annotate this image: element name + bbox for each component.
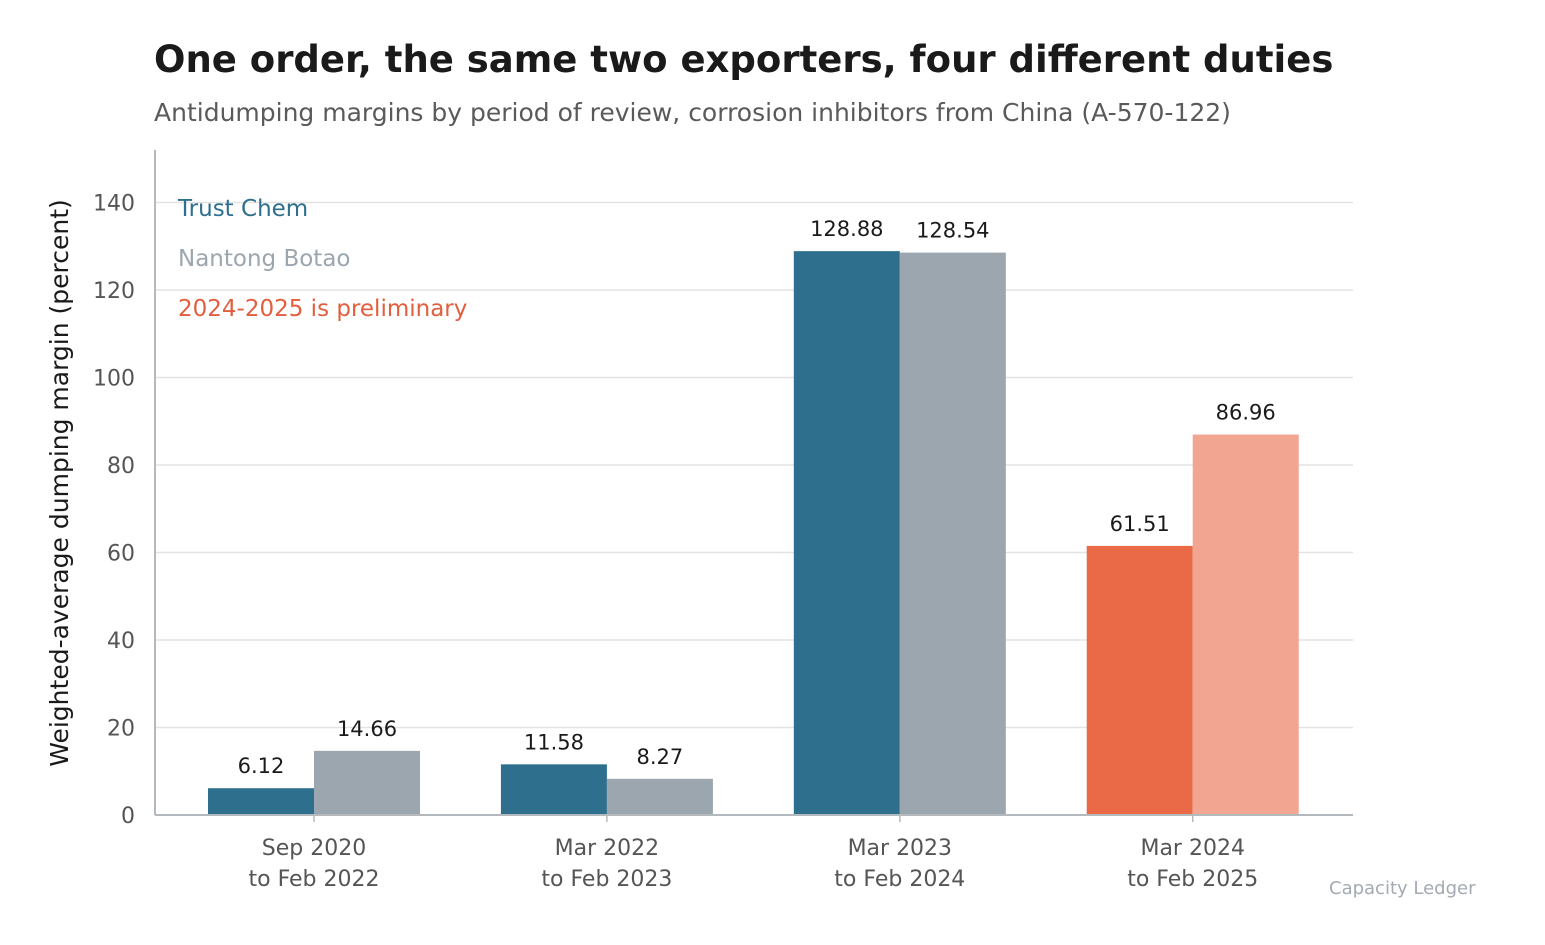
chart-title: One order, the same two exporters, four …	[154, 38, 1334, 81]
x-tick-label: Sep 2020	[262, 836, 366, 861]
y-tick-label: 20	[107, 717, 135, 742]
value-label: 14.66	[337, 717, 397, 741]
bar-nantong-botao-3	[1192, 434, 1299, 815]
y-tick-label: 60	[107, 542, 135, 567]
axes	[154, 150, 1353, 822]
chart-subtitle: Antidumping margins by period of review,…	[154, 98, 1231, 127]
legend-preliminary-note: 2024-2025 is preliminary	[178, 296, 467, 322]
value-label: 11.58	[524, 730, 584, 754]
y-tick-label: 80	[107, 454, 135, 479]
value-label: 86.96	[1216, 401, 1276, 425]
y-tick-labels: 0 20 40 60 80 100 120 140	[93, 192, 135, 830]
x-tick-label: Mar 2023	[848, 836, 953, 861]
value-label: 8.27	[637, 745, 684, 769]
y-tick-label: 140	[93, 192, 135, 217]
y-axis-label: Weighted-average dumping margin (percent…	[45, 199, 74, 767]
y-tick-label: 100	[93, 367, 135, 392]
y-tick-label: 40	[107, 629, 135, 654]
x-tick-label: to Feb 2024	[834, 867, 965, 892]
value-label: 61.51	[1110, 512, 1170, 536]
x-tick-label: to Feb 2025	[1127, 867, 1258, 892]
bar-nantong-botao-0	[314, 750, 420, 815]
x-tick-label: to Feb 2023	[541, 867, 672, 892]
x-tick-label: to Feb 2022	[248, 867, 379, 892]
x-tick-label: Mar 2024	[1140, 836, 1245, 861]
source-credit: Capacity Ledger	[1329, 878, 1476, 899]
bar-trust-chem-0	[208, 788, 314, 815]
x-tick-labels: Sep 2020 to Feb 2022 Mar 2022 to Feb 2023 Ma…	[248, 836, 1258, 892]
bar-nantong-botao-2	[899, 252, 1006, 815]
y-tick-label: 120	[93, 279, 135, 304]
bar-trust-chem-1	[500, 764, 607, 815]
x-tick-label: Mar 2022	[555, 836, 660, 861]
value-label: 128.88	[810, 217, 883, 241]
legend: Trust Chem Nantong Botao 2024-2025 is pr…	[177, 196, 467, 322]
y-tick-label: 0	[121, 804, 135, 829]
bar-trust-chem-2	[793, 251, 900, 815]
bar-trust-chem-3	[1086, 545, 1193, 815]
legend-nantong-botao: Nantong Botao	[178, 246, 351, 272]
legend-trust-chem: Trust Chem	[177, 196, 308, 222]
bars	[208, 251, 1299, 815]
value-label: 128.54	[916, 219, 989, 243]
bar-nantong-botao-1	[606, 778, 713, 815]
value-labels: 6.12 14.66 11.58 8.27 128.88 128.54 61.51 86.96	[238, 217, 1276, 778]
value-label: 6.12	[238, 754, 285, 778]
